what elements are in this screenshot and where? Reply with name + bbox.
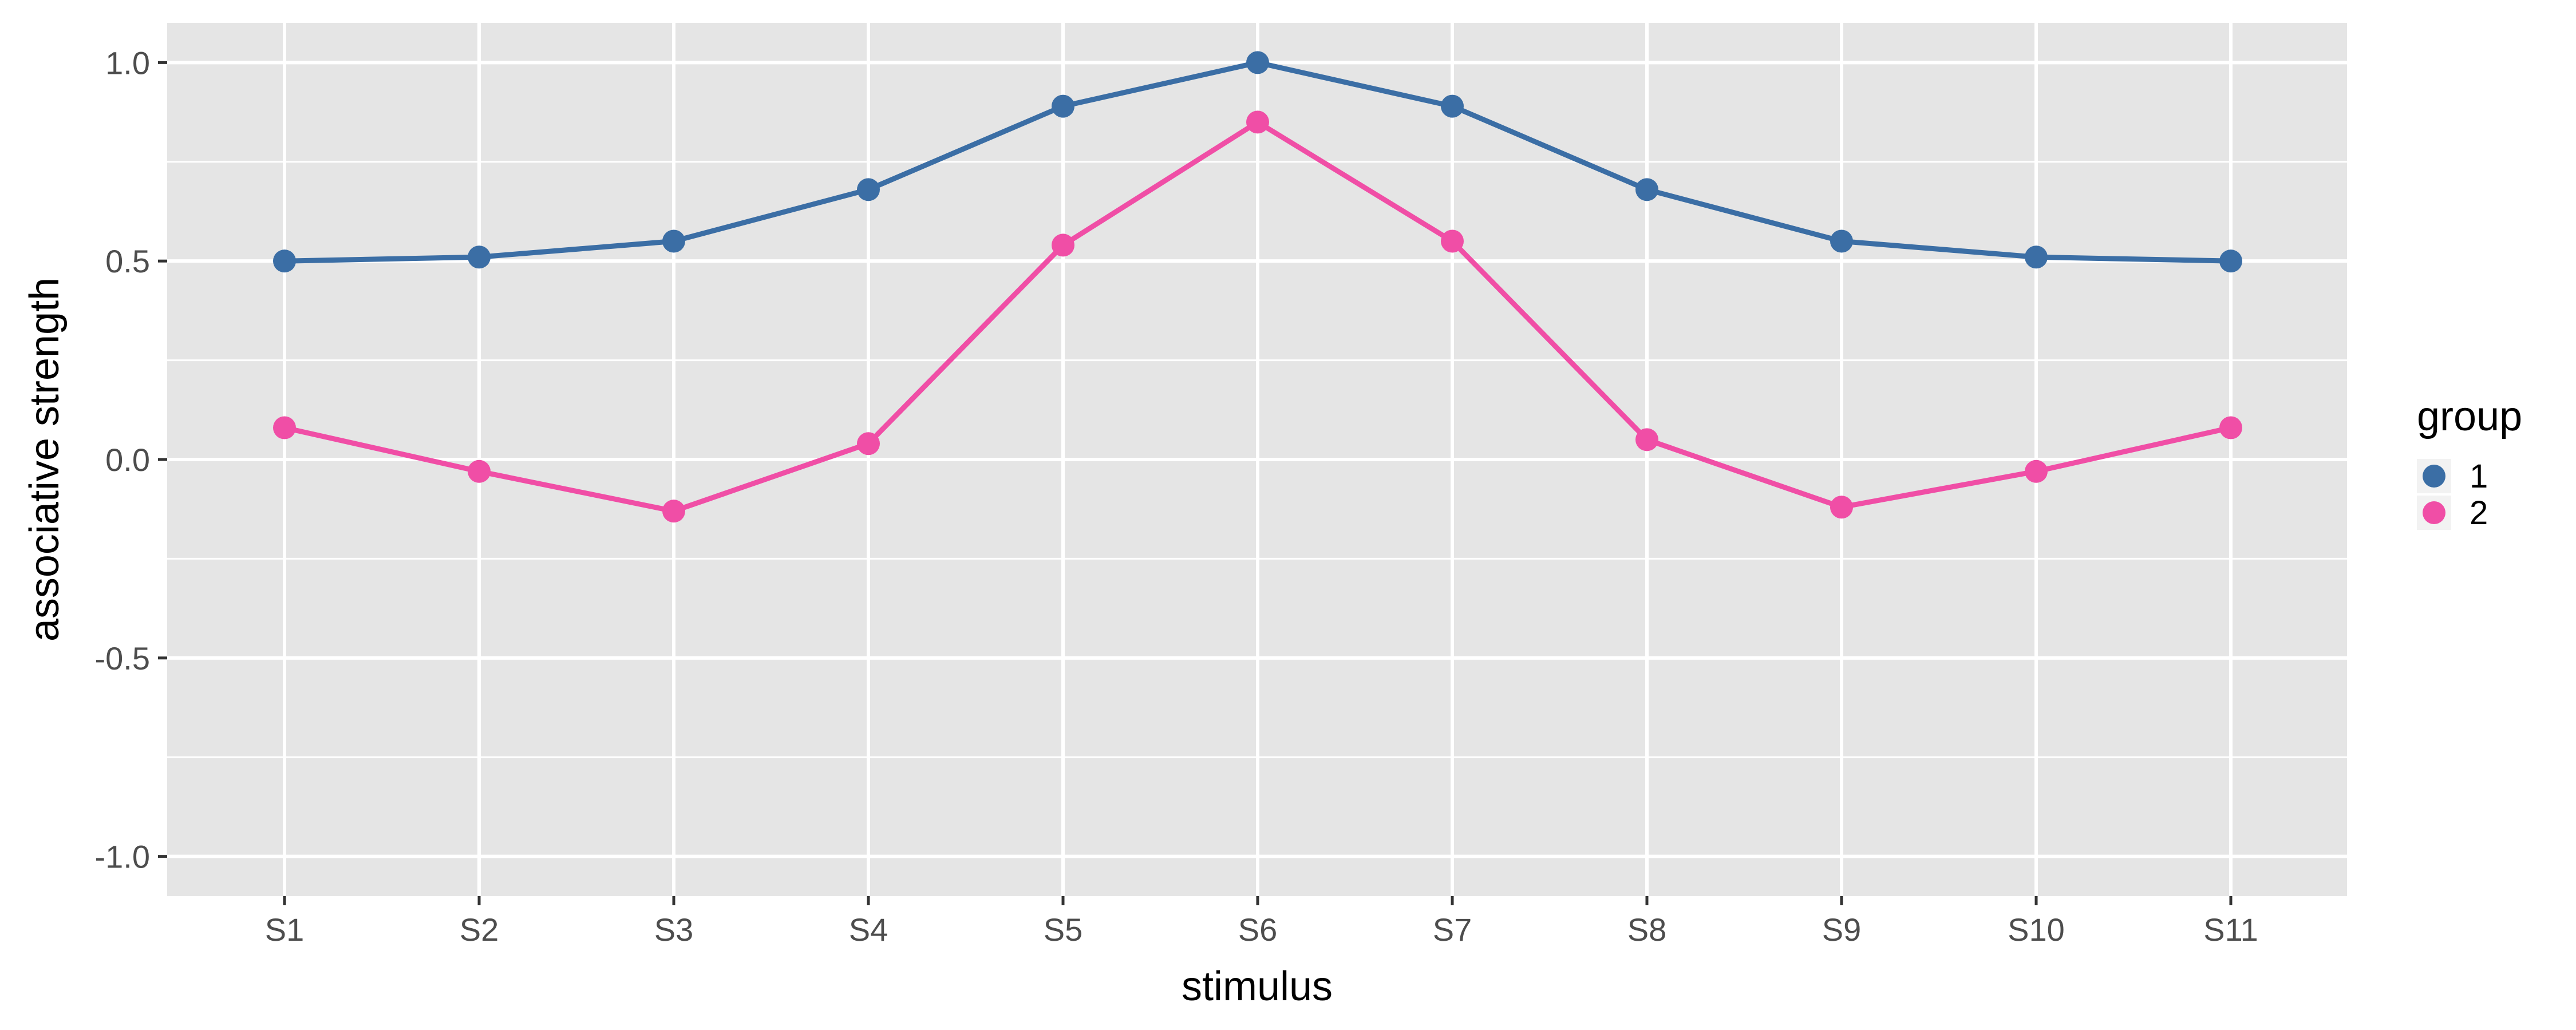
series-2-point: [1246, 110, 1269, 134]
series-points: [273, 51, 2242, 523]
legend-items: 12: [2417, 458, 2488, 532]
x-tick-label: S2: [460, 912, 499, 948]
major-gridlines: [167, 23, 2347, 896]
series-2-point: [1635, 428, 1658, 451]
series-2-point: [2025, 459, 2048, 483]
legend-key-2: [2423, 501, 2445, 524]
series-1-point: [662, 229, 685, 253]
series-2-point: [273, 416, 296, 439]
x-tick-label: S9: [1822, 912, 1862, 948]
x-tick-label: S7: [1433, 912, 1472, 948]
x-tick-label: S11: [2203, 912, 2258, 948]
y-axis: -1.0 -0.5 0.0 0.5 1.0: [95, 45, 167, 875]
legend-label: 2: [2470, 494, 2488, 532]
legend: group 12: [2417, 394, 2522, 532]
y-tick-label: 1.0: [105, 45, 150, 81]
x-tick-label: S6: [1238, 912, 1278, 948]
y-axis-title: associative strength: [22, 278, 68, 641]
y-tick-label: -0.5: [95, 640, 151, 676]
series-2-point: [1830, 496, 1853, 519]
series-1-point: [1246, 51, 1269, 74]
series-1-point: [2025, 245, 2048, 269]
x-tick-label: S8: [1627, 912, 1667, 948]
y-tick-label: -1.0: [95, 839, 151, 875]
series-1-point: [2219, 249, 2242, 273]
x-tick-label: S5: [1044, 912, 1083, 948]
series-1-point: [273, 249, 296, 273]
series-1-point: [1052, 94, 1074, 118]
legend-key-1: [2423, 465, 2445, 488]
series-2-point: [1441, 229, 1464, 253]
series-1-point: [1830, 229, 1853, 253]
x-tick-label: S4: [849, 912, 888, 948]
series-1-point: [1635, 178, 1658, 201]
legend-title: group: [2417, 394, 2522, 439]
series-1-point: [1441, 94, 1464, 118]
x-axis-title: stimulus: [1182, 964, 1333, 1009]
x-tick-label: S1: [265, 912, 305, 948]
series-2-point: [2219, 416, 2242, 439]
series-2-point: [662, 500, 685, 523]
series-2-point: [857, 432, 880, 455]
x-tick-label: S3: [654, 912, 694, 948]
x-tick-label: S10: [2008, 912, 2065, 948]
series-2-point: [1052, 233, 1074, 257]
series-2-point: [468, 459, 491, 483]
y-tick-label: 0.5: [105, 243, 150, 279]
series-1-point: [857, 178, 880, 201]
x-axis: S1 S2 S3 S4 S5 S6 S7 S8 S9 S10 S11: [265, 896, 2258, 948]
y-tick-label: 0.0: [105, 442, 150, 478]
legend-label: 1: [2470, 458, 2488, 495]
series-1-point: [468, 245, 491, 269]
